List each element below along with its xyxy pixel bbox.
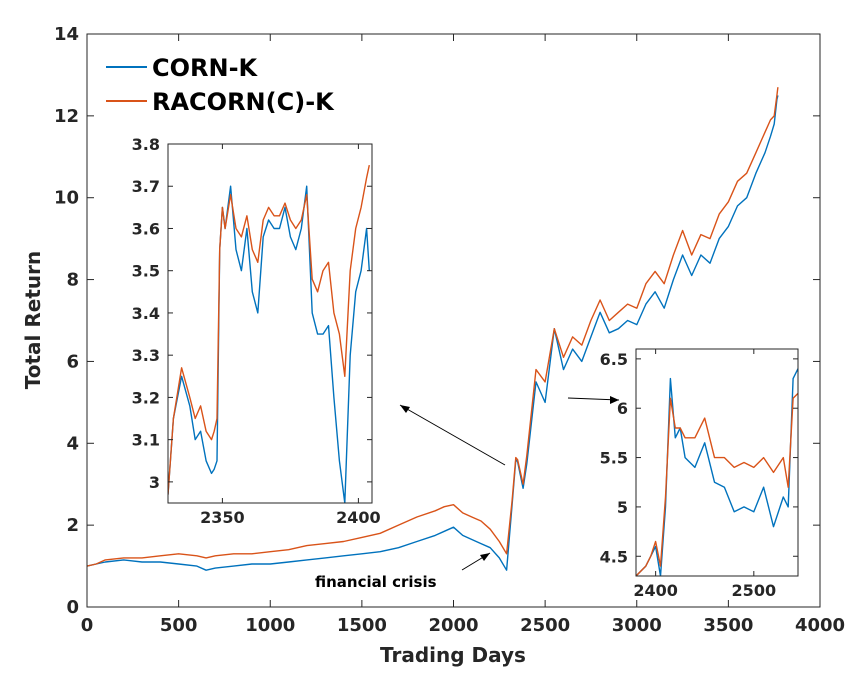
annotations: financial crisis <box>315 396 620 591</box>
inset-1: 2350 2400 3 3.1 3.2 3.3 3.4 3.5 3.6 3.7 3.8 <box>132 135 381 527</box>
inset2-y-tick-label: 4.5 <box>600 547 628 566</box>
inset1-y-tick-label: 3.7 <box>132 177 160 196</box>
inset2-y-tick-label: 5 <box>617 498 628 517</box>
inset1-background <box>168 144 372 503</box>
inset1-y-tick-label: 3.6 <box>132 219 160 238</box>
inset2-background <box>636 349 798 576</box>
main-x-tick-label: 4000 <box>795 615 845 636</box>
legend: CORN-K RACORN(C)-K <box>106 54 335 116</box>
main-x-tick-label: 500 <box>160 615 198 636</box>
main-x-tick-label: 3000 <box>612 615 662 636</box>
inset1-y-tick-label: 3.1 <box>132 431 160 450</box>
main-plot: 0 500 1000 1500 2000 2500 3000 3500 4000 0 2 4 6 8 10 1… <box>54 24 845 636</box>
legend-label-corn: CORN-K <box>152 54 259 82</box>
main-x-tick-label: 2000 <box>428 615 478 636</box>
annotation-financial-crisis: financial crisis <box>315 573 437 591</box>
main-x-tick-label: 3500 <box>703 615 753 636</box>
inset2-y-tick-label: 5.5 <box>600 449 628 468</box>
main-y-tick-label: 2 <box>66 515 79 536</box>
inset-2: 2400 2500 4.5 5 5.5 6 6.5 <box>600 348 799 600</box>
main-y-tick-label: 8 <box>66 270 79 291</box>
inset2-series-group <box>636 368 798 576</box>
main-x-tick-label: 1500 <box>337 615 387 636</box>
legend-label-racorn: RACORN(C)-K <box>152 88 335 116</box>
inset1-y-tick-label: 3.8 <box>132 135 160 154</box>
inset1-y-tick-label: 3.4 <box>132 304 160 323</box>
inset1-y-tick-label: 3.2 <box>132 388 160 407</box>
inset1-x-tick-label: 2400 <box>336 508 381 527</box>
main-series-group <box>87 87 779 571</box>
inset2-y-tick-label: 6.5 <box>600 350 628 369</box>
arrowhead-financial-crisis <box>480 553 490 561</box>
inset1-y-tick-label: 3.3 <box>132 346 160 365</box>
inset1-x-tick-label: 2350 <box>200 508 245 527</box>
arrowhead-inset-2 <box>610 396 619 404</box>
main-y-tick-label: 6 <box>66 351 79 372</box>
inset1-frame <box>167 143 373 504</box>
main-y-tick-label: 10 <box>54 188 79 209</box>
main-y-tick-label: 0 <box>66 597 79 618</box>
x-axis-label: Trading Days <box>380 643 526 667</box>
main-y-tick-label: 4 <box>66 433 79 454</box>
inset1-y-tick-label: 3.5 <box>132 262 160 281</box>
inset1-series-group <box>168 164 370 503</box>
inset1-series-racorn <box>168 164 370 495</box>
inset2-x-tick-label: 2500 <box>732 581 777 600</box>
inset2-series-corn <box>636 368 798 576</box>
main-x-tick-label: 1000 <box>245 615 295 636</box>
inset1-series-corn <box>168 185 370 503</box>
arrowhead-inset-1 <box>400 405 410 413</box>
main-x-tick-label: 2500 <box>520 615 570 636</box>
main-y-tick-label: 14 <box>54 24 79 45</box>
main-x-tick-label: 0 <box>81 615 94 636</box>
arrow-to-inset-1 <box>399 404 506 466</box>
inset2-y-tick-label: 6 <box>617 399 628 418</box>
main-series-racorn <box>87 87 779 567</box>
inset2-frame <box>635 348 799 577</box>
inset1-y-tick-label: 3 <box>149 473 160 492</box>
main-y-tick-label: 12 <box>54 106 79 127</box>
inset2-x-tick-label: 2400 <box>633 581 678 600</box>
y-axis-label: Total Return <box>21 251 45 389</box>
inset2-series-racorn <box>636 392 798 576</box>
